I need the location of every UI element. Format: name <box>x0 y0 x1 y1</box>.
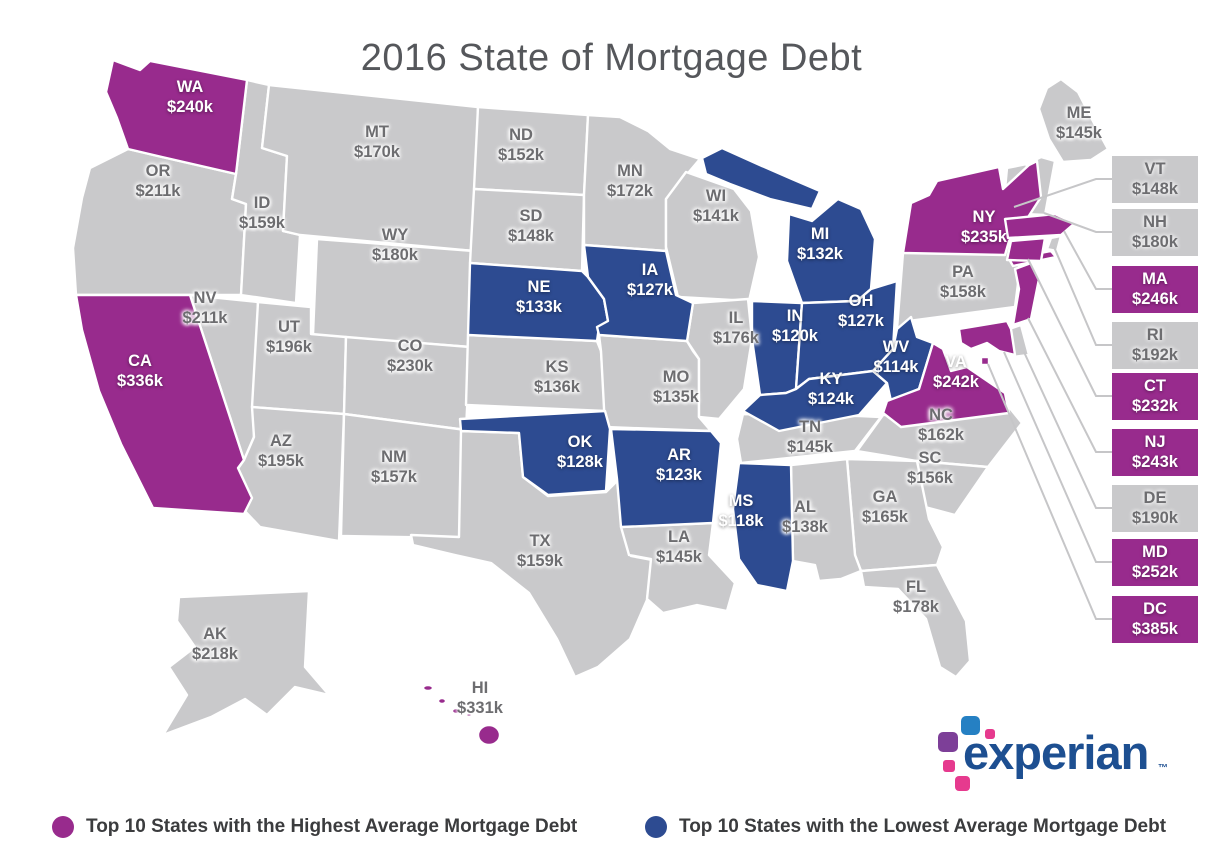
state-shape-MA <box>1003 212 1077 240</box>
legend-label-lowest: Top 10 States with the Lowest Average Mo… <box>679 816 1167 837</box>
state-shape-WV <box>871 315 935 403</box>
logo-pink-square-bottom <box>955 776 970 791</box>
callout-line-NH <box>1043 212 1112 233</box>
callout-line-VT <box>1013 178 1112 208</box>
callout-box-RI: RI $192k <box>1112 321 1198 369</box>
state-shape-WI <box>664 170 761 303</box>
state-shape-LA <box>619 521 737 615</box>
state-shape-IN <box>750 299 804 397</box>
logo-pink-square-top <box>985 729 995 739</box>
legend-item-highest: Top 10 States with the Highest Average M… <box>52 816 577 838</box>
state-shape-IL <box>685 297 754 421</box>
callout-line-DE <box>1023 351 1112 509</box>
logo-purple-square <box>938 732 958 752</box>
experian-logo: experian ™ <box>930 705 1190 800</box>
logo-pink-square-left <box>943 760 955 772</box>
state-shape-CT <box>1005 236 1047 263</box>
state-shape-HI <box>476 723 502 747</box>
state-shape-MT <box>260 83 480 253</box>
callout-line-CT <box>1027 258 1112 397</box>
callout-box-NH: NH $180k <box>1112 208 1198 256</box>
logo-trademark: ™ <box>1158 763 1168 774</box>
state-shape-AK <box>161 589 331 737</box>
state-shape-WA <box>104 58 249 176</box>
callout-box-NJ: NJ $243k <box>1112 428 1198 476</box>
state-shape-IA <box>582 243 695 343</box>
state-shape-KY <box>741 369 889 433</box>
callout-box-VT: VT $148k <box>1112 155 1198 203</box>
state-shape-AL <box>789 457 863 583</box>
callout-box-CT: CT $232k <box>1112 372 1198 420</box>
state-shape-DC <box>979 355 991 367</box>
legend-item-lowest: Top 10 States with the Lowest Average Mo… <box>645 816 1166 838</box>
callout-line-RI <box>1053 246 1112 346</box>
state-shape-CA <box>74 293 254 516</box>
logo-wordmark: experian <box>963 726 1149 779</box>
legend-label-highest: Top 10 States with the Highest Average M… <box>86 816 578 837</box>
state-shape-AR <box>609 427 723 529</box>
state-shape-FL <box>859 563 972 679</box>
callout-line-MA <box>1063 230 1112 290</box>
callout-line-NJ <box>1027 317 1112 453</box>
callout-box-MA: MA $246k <box>1112 265 1198 313</box>
state-shape-SD <box>468 187 586 273</box>
legend-dot-lowest <box>645 816 667 838</box>
state-shape-HI <box>436 696 448 706</box>
state-shape-HI <box>450 706 462 716</box>
state-shape-WY <box>311 237 476 349</box>
callout-box-DE: DE $190k <box>1112 484 1198 532</box>
state-shape-OK <box>458 409 612 497</box>
state-shape-MI <box>785 197 877 305</box>
state-shape-MS <box>731 461 795 593</box>
state-shape-VA <box>881 341 1011 429</box>
state-shape-KS <box>464 333 607 413</box>
legend: Top 10 States with the Highest Average M… <box>0 806 1223 850</box>
state-shape-HI <box>421 683 435 693</box>
state-shape-ME <box>1037 77 1110 164</box>
callout-box-MD: MD $252k <box>1112 538 1198 586</box>
state-shape-RI <box>1045 234 1063 253</box>
state-shape-MI <box>700 146 822 211</box>
state-shape-HI <box>464 711 474 719</box>
logo-blue-square <box>961 716 980 735</box>
callout-line-DC <box>987 363 1112 620</box>
legend-dot-highest <box>52 816 74 838</box>
state-shape-ND <box>472 105 590 197</box>
page-title: 2016 State of Mortgage Debt <box>360 37 863 80</box>
state-shape-MD <box>957 319 1017 357</box>
callout-line-MD <box>1003 351 1112 563</box>
callout-box-DC: DC $385k <box>1112 595 1198 643</box>
state-shape-NM <box>339 412 468 540</box>
